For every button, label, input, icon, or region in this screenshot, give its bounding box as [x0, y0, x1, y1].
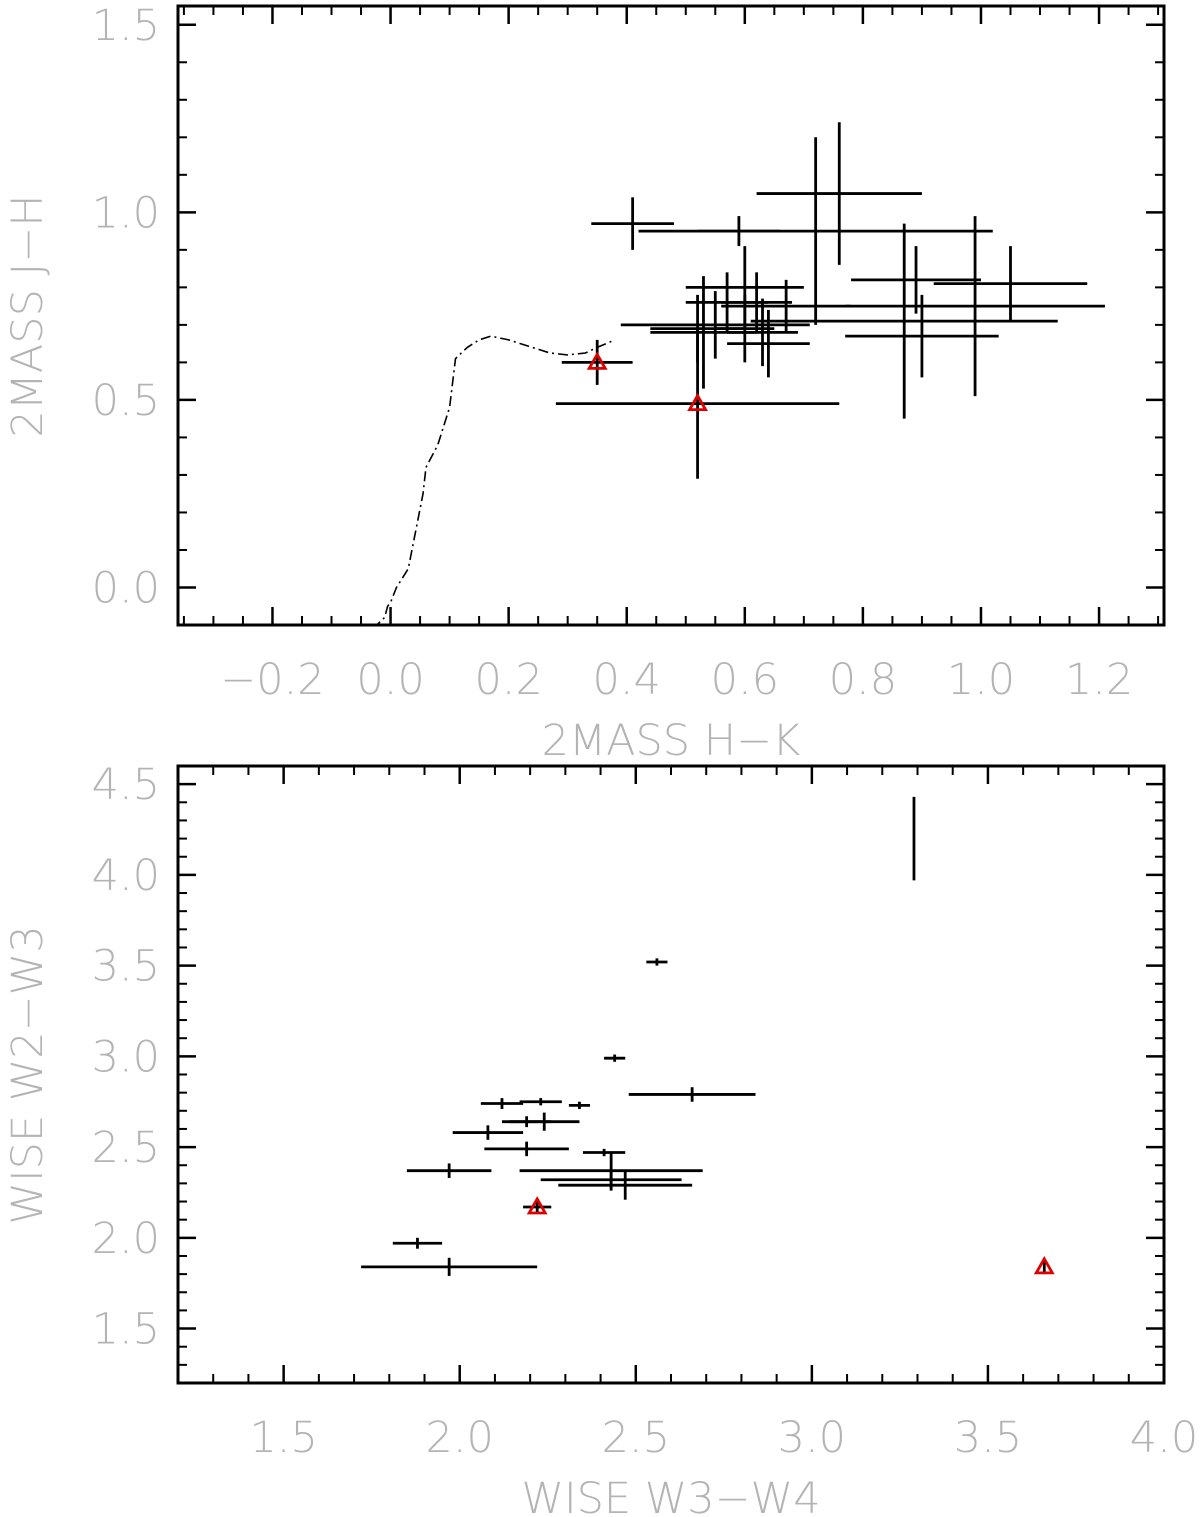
hk-jh-x-tick-label: 0.2: [474, 655, 542, 705]
w3w4-w2w3-x-tick-label: 4.0: [1130, 1413, 1198, 1463]
w3w4-w2w3-x-tick-label: 2.5: [602, 1413, 670, 1463]
hk-jh-y-tick-labels: 0.0 0.5 1.0 1.5: [92, 1, 160, 614]
hk-jh-plot-frame: [176, 4, 1166, 627]
w3w4-w2w3-y-tick-label: 4.0: [92, 851, 160, 901]
hk-jh-data-point: [727, 298, 798, 367]
hk-jh-triangle-marker: [687, 392, 708, 412]
w3w4-w2w3-plot-frame: [176, 764, 1166, 1385]
w3w4-w2w3-y-tick-label: 2.0: [92, 1214, 160, 1264]
w3w4-w2w3-x-tick-label: 1.5: [249, 1413, 317, 1463]
w3w4-w2w3-y-tick-label: 3.0: [92, 1032, 160, 1082]
w3w4-w2w3-x-tick-label: 3.5: [954, 1413, 1022, 1463]
w3w4-w2w3-data-point: [392, 1237, 443, 1249]
hk-jh-triangle-marker: [586, 351, 608, 370]
w3w4-w2w3-triangle-marker: [1033, 1256, 1055, 1275]
w3w4-w2w3-data-point: [406, 1163, 492, 1178]
hk-jh-reference-curve: [375, 335, 616, 625]
w3w4-w2w3-data-point: [604, 1054, 626, 1062]
w3w4-w2w3-data-point: [628, 1087, 756, 1102]
w3w4-w2w3-data-point: [568, 1101, 591, 1109]
hk-jh-major-ticks: [178, 6, 1164, 625]
hk-jh-data-point: [727, 309, 810, 378]
hk-jh-data-point: [638, 137, 993, 325]
w3w4-w2w3-major-ticks: [178, 766, 1166, 1383]
w3w4-w2w3-x-axis-label: WISE W3−W4: [521, 1474, 820, 1517]
hk-jh-x-tick-label: 0.8: [829, 655, 897, 705]
hk-jh-x-tick-label: 1.2: [1065, 655, 1133, 705]
hk-jh-panel: −0.2 0.0 0.2 0.4 0.6 0.8 1.0 1.2 0.0 0.5 1.0 1.5 2…: [3, 1, 1166, 766]
hk-jh-y-tick-label: 1.0: [92, 188, 160, 238]
w3w4-w2w3-y-tick-label: 2.5: [92, 1123, 160, 1173]
hk-jh-x-tick-label: 0.0: [356, 655, 424, 705]
hk-jh-x-tick-label: 1.0: [947, 655, 1015, 705]
w3w4-w2w3-points-layer: [361, 796, 1055, 1276]
hk-jh-y-axis-label: 2MASS J−H: [3, 194, 53, 437]
w3w4-w2w3-y-tick-label: 1.5: [92, 1305, 160, 1355]
hk-jh-triangle-point: [561, 339, 633, 385]
hk-jh-data-point: [591, 197, 674, 250]
hk-jh-points-layer: [555, 122, 1105, 479]
w3w4-w2w3-data-point: [452, 1125, 524, 1140]
hk-jh-data-point: [756, 122, 922, 265]
hk-jh-data-point: [851, 246, 981, 314]
w3w4-w2w3-y-tick-label: 3.5: [92, 942, 160, 992]
w3w4-w2w3-data-point: [519, 1098, 562, 1106]
hk-jh-data-point: [845, 294, 999, 378]
hk-jh-x-tick-label: −0.2: [220, 655, 324, 705]
w3w4-w2w3-data-point: [509, 1112, 580, 1131]
w3w4-w2w3-data-point: [582, 1148, 626, 1157]
w3w4-w2w3-panel: 1.5 2.0 2.5 3.0 3.5 4.0 1.5 2.0 2.5 3.0 3.5 4.0 4.5…: [3, 760, 1198, 1517]
hk-jh-x-tick-label: 0.4: [593, 655, 661, 705]
hk-jh-x-tick-labels: −0.2 0.0 0.2 0.4 0.6 0.8 1.0 1.2: [220, 655, 1133, 705]
w3w4-w2w3-triangle-point: [523, 1196, 552, 1215]
hk-jh-y-tick-label: 0.0: [92, 563, 160, 613]
w3w4-w2w3-data-point: [361, 1257, 538, 1276]
w3w4-w2w3-x-tick-label: 2.0: [426, 1413, 494, 1463]
w3w4-w2w3-y-axis-label: WISE W2−W3: [3, 925, 53, 1224]
hk-jh-y-tick-label: 0.5: [92, 376, 160, 426]
w3w4-w2w3-x-tick-labels: 1.5 2.0 2.5 3.0 3.5 4.0: [249, 1413, 1198, 1463]
w3w4-w2w3-triangle-marker: [526, 1196, 548, 1215]
hk-jh-data-point: [933, 246, 1088, 322]
hk-jh-triangle-point: [555, 328, 840, 479]
w3w4-w2w3-y-tick-labels: 1.5 2.0 2.5 3.0 3.5 4.0 4.5: [92, 760, 160, 1354]
w3w4-w2w3-data-point: [484, 1141, 569, 1157]
hk-jh-data-point: [620, 291, 810, 359]
hk-jh-x-axis-label: 2MASS H−K: [542, 716, 801, 766]
hk-jh-y-tick-label: 1.5: [92, 1, 160, 51]
hk-jh-curve-layer: [375, 335, 616, 625]
w3w4-w2w3-data-point: [558, 1170, 693, 1200]
w3w4-w2w3-data-point: [646, 958, 668, 966]
w3w4-w2w3-y-tick-label: 4.5: [92, 760, 160, 810]
w3w4-w2w3-triangle-point: [1033, 1256, 1055, 1275]
hk-jh-data-point: [845, 216, 1105, 397]
w3w4-w2w3-data-point: [540, 1168, 682, 1191]
w3w4-w2w3-x-tick-label: 3.0: [778, 1413, 846, 1463]
hk-jh-x-tick-label: 0.6: [711, 655, 779, 705]
hk-jh-data-point: [715, 294, 775, 363]
hk-jh-data-point: [750, 223, 1058, 419]
w3w4-w2w3-data-point: [480, 1098, 524, 1109]
